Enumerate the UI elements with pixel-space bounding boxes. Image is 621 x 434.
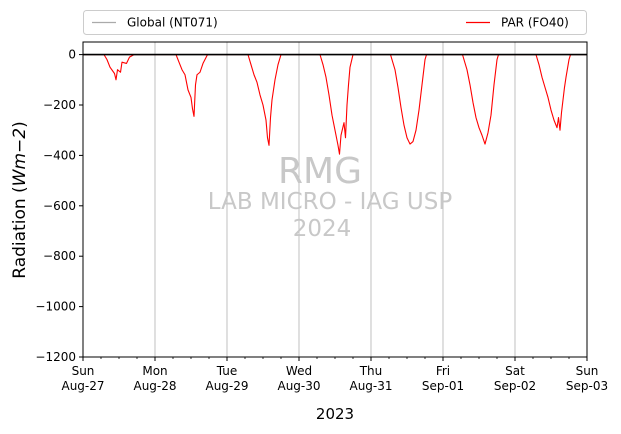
watermark-line2: LAB MICRO - IAG USP: [208, 189, 453, 215]
y-tick-label: −600: [43, 199, 76, 213]
y-tick-label: −200: [43, 98, 76, 112]
x-tick-label-day: Wed: [286, 364, 312, 378]
y-tick-label: 0: [68, 48, 76, 62]
x-tick-label-date: Aug-27: [61, 379, 104, 393]
watermark-line1: RMG: [278, 151, 362, 192]
y-axis-label: Radiation (Wm−2): [10, 121, 30, 278]
x-tick-label-day: Sat: [505, 364, 525, 378]
x-tick-label-day: Fri: [436, 364, 450, 378]
y-tick-label: −1200: [35, 350, 76, 364]
y-axis-label-suffix: ): [10, 121, 30, 128]
x-tick-label-date: Sep-01: [422, 379, 464, 393]
x-tick-label-day: Tue: [216, 364, 238, 378]
watermark: RMG LAB MICRO - IAG USP 2024: [208, 151, 453, 242]
watermark-line3: 2024: [293, 216, 352, 242]
x-axis-label: 2023: [316, 405, 354, 423]
x-axis: SunAug-27MonAug-28TueAug-29WedAug-30ThuA…: [61, 357, 608, 393]
x-tick-label-day: Mon: [142, 364, 167, 378]
legend-label-par: PAR (FO40): [501, 16, 569, 30]
x-tick-label-date: Aug-30: [277, 379, 320, 393]
plot-area: [83, 42, 587, 357]
x-tick-label-date: Aug-28: [133, 379, 176, 393]
x-tick-label-date: Sep-02: [494, 379, 536, 393]
y-tick-label: −800: [43, 249, 76, 263]
x-tick-label-date: Aug-31: [349, 379, 392, 393]
x-tick-label-day: Sun: [72, 364, 95, 378]
y-tick-label: −1000: [35, 300, 76, 314]
legend: Global (NT071) PAR (FO40): [83, 10, 587, 35]
y-tick-label: −400: [43, 148, 76, 162]
y-axis-label-prefix: Radiation (: [10, 186, 30, 278]
x-tick-label-day: Sun: [576, 364, 599, 378]
x-tick-label-day: Thu: [359, 364, 383, 378]
series-group: [83, 53, 587, 155]
x-tick-label-date: Aug-29: [205, 379, 248, 393]
grid: [154, 42, 516, 357]
y-axis-label-unit: Wm−2: [10, 128, 30, 186]
x-tick-label-date: Sep-03: [566, 379, 608, 393]
y-axis: 0 −200 −400 −600 −800 −1000 −1200: [35, 48, 83, 364]
legend-label-global: Global (NT071): [127, 16, 218, 30]
legend-frame: [83, 10, 587, 35]
